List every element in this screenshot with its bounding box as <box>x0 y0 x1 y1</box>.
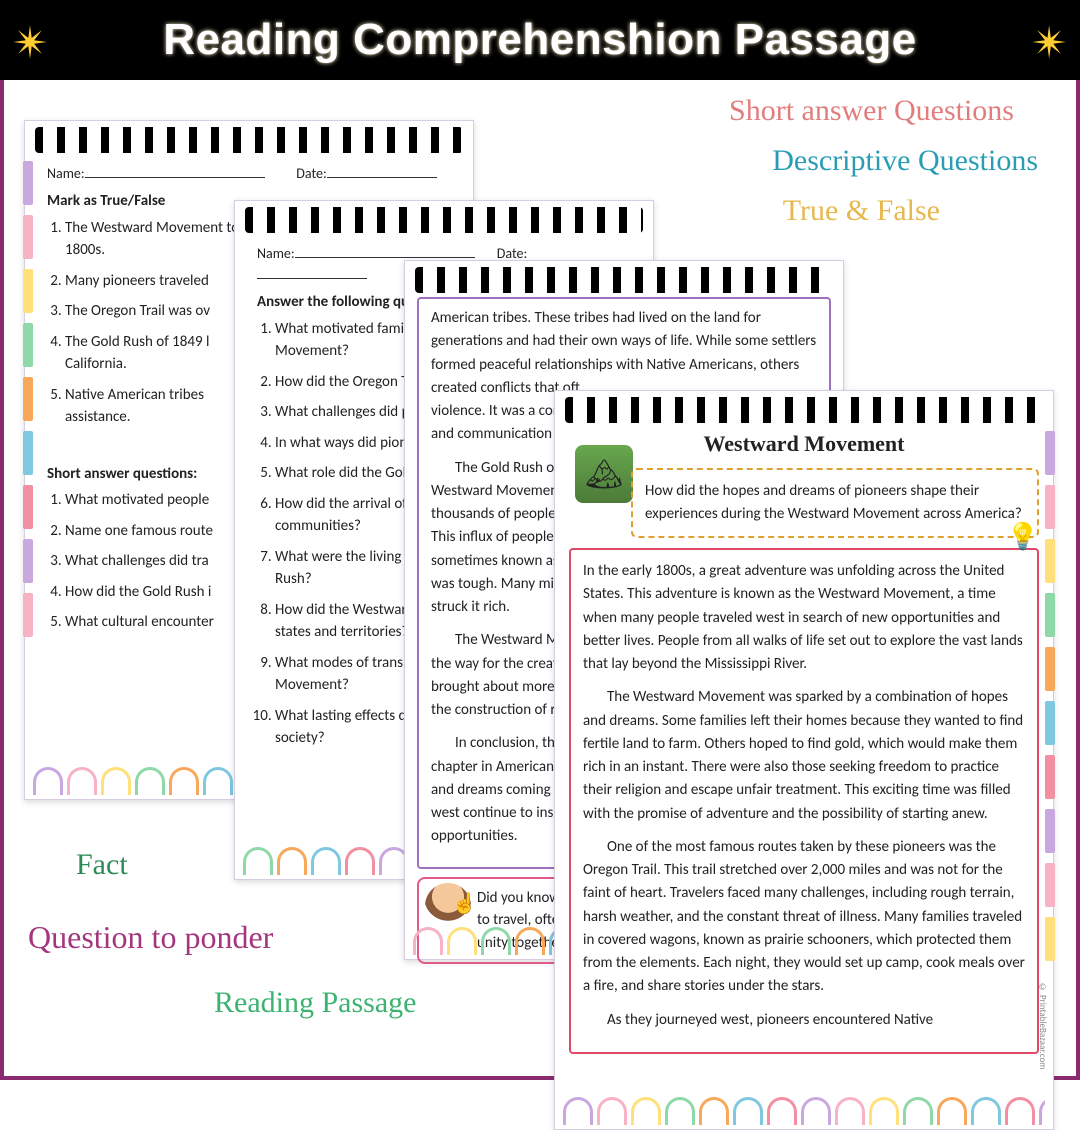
spiral-binding-icon <box>415 267 833 293</box>
passage-paragraph: One of the most famous routes taken by t… <box>583 836 1025 999</box>
feature-reading-passage: Reading Passage <box>214 986 416 1020</box>
child-pointing-icon <box>425 883 471 929</box>
feature-short-answer: Short answer Questions <box>729 94 1014 128</box>
name-label: Name: <box>47 165 85 182</box>
passage-paragraph: The Westward Movement was sparked by a c… <box>583 686 1025 826</box>
covered-wagon-icon: 🏔 <box>575 445 633 503</box>
main-area: Short answer Questions Descriptive Quest… <box>0 80 1080 1080</box>
rainbow-border-icon <box>563 1097 1045 1125</box>
passage-paragraph: As they journeyed west, pioneers encount… <box>583 1009 1025 1032</box>
name-date-row: Name: Date: <box>47 163 451 184</box>
sparkle-icon: ✴ <box>12 18 49 69</box>
date-label: Date: <box>296 165 326 182</box>
spiral-binding-icon <box>35 127 463 153</box>
spiral-binding-icon <box>245 207 643 233</box>
feature-descriptive: Descriptive Questions <box>772 144 1038 178</box>
feature-true-false: True & False <box>783 194 940 228</box>
ponder-question: How did the hopes and dreams of pioneers… <box>645 482 1022 523</box>
passage-paragraph: In the early 1800s, a great adventure wa… <box>583 560 1025 676</box>
copyright-text: © PrintableBazaar.com <box>1036 982 1050 1069</box>
sparkle-icon: ✴ <box>1031 18 1068 69</box>
spiral-binding-icon <box>565 397 1043 423</box>
lightbulb-icon: 💡 <box>1007 517 1039 556</box>
top-banner: ✴ Reading Comprehenshion Passage ✴ <box>0 0 1080 80</box>
name-label: Name: <box>257 245 295 262</box>
ponder-question-box: How did the hopes and dreams of pioneers… <box>631 468 1039 538</box>
worksheet-reading-passage: Westward Movement 🏔 How did the hopes an… <box>554 390 1054 1130</box>
feature-fact: Fact <box>76 848 128 882</box>
banner-title: Reading Comprehenshion Passage <box>163 15 916 65</box>
reading-passage-box: In the early 1800s, a great adventure wa… <box>569 548 1039 1054</box>
feature-ponder: Question to ponder <box>28 919 273 956</box>
